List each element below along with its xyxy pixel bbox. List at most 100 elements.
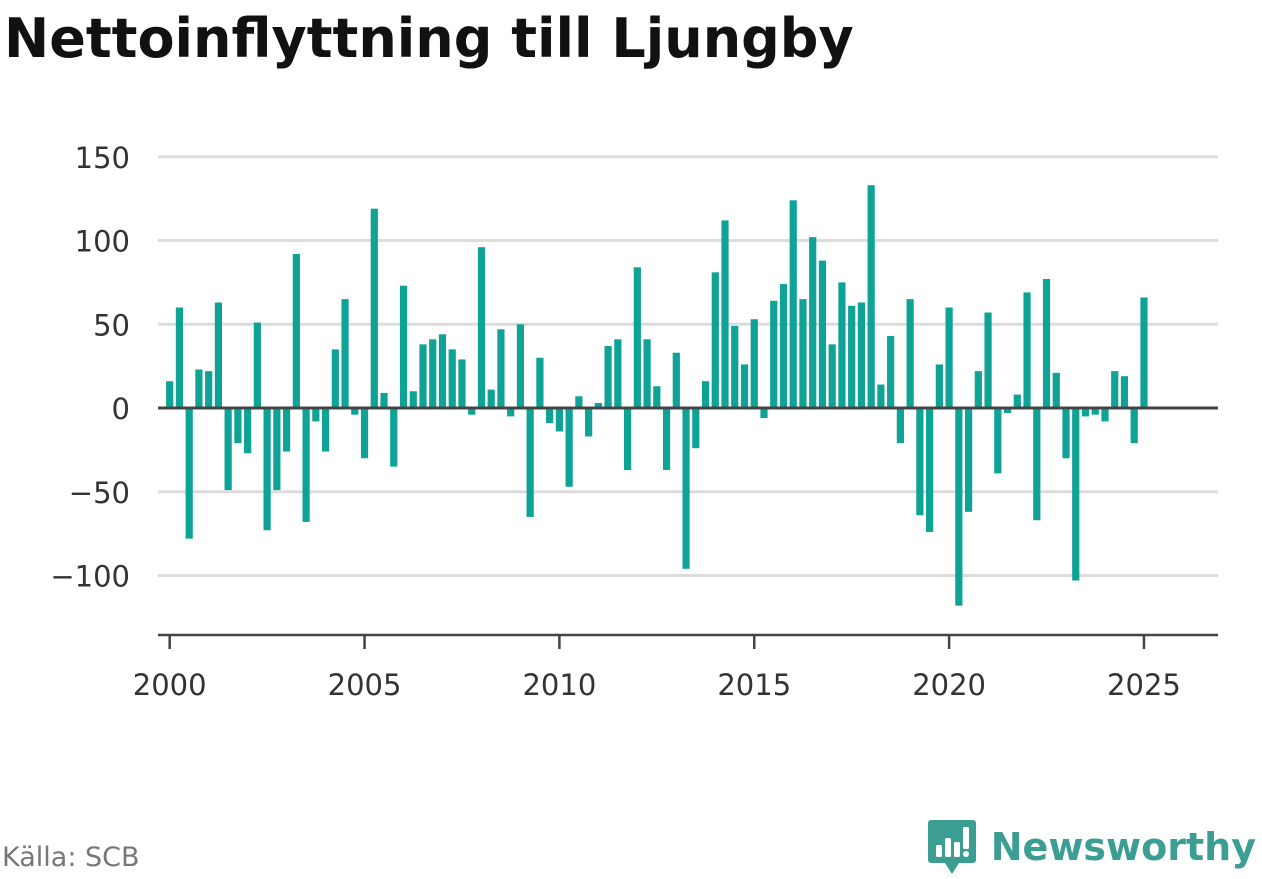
bar	[887, 335, 895, 408]
bar	[964, 408, 973, 512]
bar	[429, 339, 437, 408]
bar	[701, 381, 710, 408]
bar	[205, 371, 213, 408]
chart-title: Nettoinflyttning till Ljungby	[4, 7, 854, 70]
bar	[477, 247, 486, 408]
bars	[166, 185, 1148, 606]
bar	[380, 392, 388, 408]
bar	[399, 285, 408, 408]
bar	[224, 408, 232, 491]
bar	[740, 364, 749, 408]
axes: 150 100 50 0 −50 −100 2000 2005 2010 2015 2020 2025	[50, 141, 1218, 702]
bar	[711, 272, 719, 408]
bar	[789, 200, 797, 408]
bar	[935, 364, 943, 408]
bar	[555, 408, 563, 432]
bar	[166, 381, 174, 408]
bar	[1081, 408, 1090, 417]
bar	[302, 408, 310, 522]
bar	[770, 300, 778, 408]
y-tick-label: 150	[75, 141, 130, 175]
bar	[195, 369, 203, 408]
bar	[1042, 279, 1051, 408]
bar	[1101, 408, 1109, 422]
bar	[253, 322, 261, 408]
bar	[926, 408, 934, 532]
bar	[321, 408, 330, 452]
bar	[848, 305, 856, 408]
y-tick-label: −100	[50, 560, 130, 594]
bar	[838, 282, 846, 409]
bar	[1052, 372, 1060, 408]
bar	[1140, 297, 1148, 408]
bar	[750, 319, 758, 408]
bar	[643, 339, 651, 408]
bar	[438, 334, 447, 408]
bar	[409, 391, 417, 408]
bar	[1062, 408, 1070, 459]
bar	[360, 408, 369, 459]
newsworthy-logo-icon	[927, 820, 976, 874]
bar	[1013, 394, 1021, 408]
bar	[244, 408, 252, 454]
bar	[672, 352, 680, 408]
bar	[185, 408, 193, 539]
x-tick-label: 2005	[328, 668, 402, 702]
bar	[516, 324, 525, 408]
bar	[721, 220, 729, 408]
bar	[448, 349, 456, 409]
bar	[974, 371, 982, 408]
bar	[955, 408, 963, 606]
bar	[273, 408, 281, 491]
bar	[487, 389, 495, 408]
bar	[1033, 408, 1041, 521]
bar	[312, 408, 320, 422]
bar	[994, 408, 1002, 474]
bar	[662, 408, 671, 470]
bar	[292, 253, 300, 408]
brand-name: Newsworthy	[990, 825, 1256, 869]
bar	[575, 396, 583, 408]
brand-logo[interactable]: Newsworthy	[927, 818, 1256, 876]
bar	[945, 307, 953, 408]
y-tick-label: 100	[75, 225, 130, 259]
source-note: Källa: SCB	[2, 842, 140, 873]
bar	[458, 359, 466, 408]
bar	[818, 260, 827, 408]
bar	[877, 384, 885, 408]
bar	[906, 299, 914, 409]
bar	[760, 408, 768, 419]
bar	[984, 312, 992, 408]
bar	[497, 329, 505, 408]
bar	[585, 408, 593, 437]
bar	[682, 408, 690, 569]
bar	[1130, 408, 1138, 444]
bar	[692, 408, 700, 449]
bar	[867, 185, 875, 408]
bar	[896, 408, 904, 444]
bar	[1023, 292, 1031, 408]
bar	[1120, 376, 1129, 408]
bar	[370, 208, 378, 408]
bar	[526, 408, 534, 517]
bar	[1003, 408, 1012, 414]
x-tick-label: 2015	[717, 668, 791, 702]
bar	[857, 302, 866, 408]
bar	[283, 408, 291, 452]
bar	[468, 408, 476, 415]
bar	[565, 408, 573, 487]
bar	[341, 299, 349, 409]
bar	[633, 267, 641, 408]
bar	[263, 408, 271, 531]
bar	[624, 408, 632, 470]
x-tick-label: 2000	[133, 668, 207, 702]
bar	[214, 302, 222, 408]
x-tick-label: 2025	[1107, 668, 1181, 702]
y-tick-label: −50	[69, 476, 130, 510]
bar	[419, 344, 427, 408]
bar	[331, 349, 339, 409]
bar	[809, 237, 817, 408]
bar	[175, 307, 184, 408]
x-tick-label: 2010	[522, 668, 596, 702]
